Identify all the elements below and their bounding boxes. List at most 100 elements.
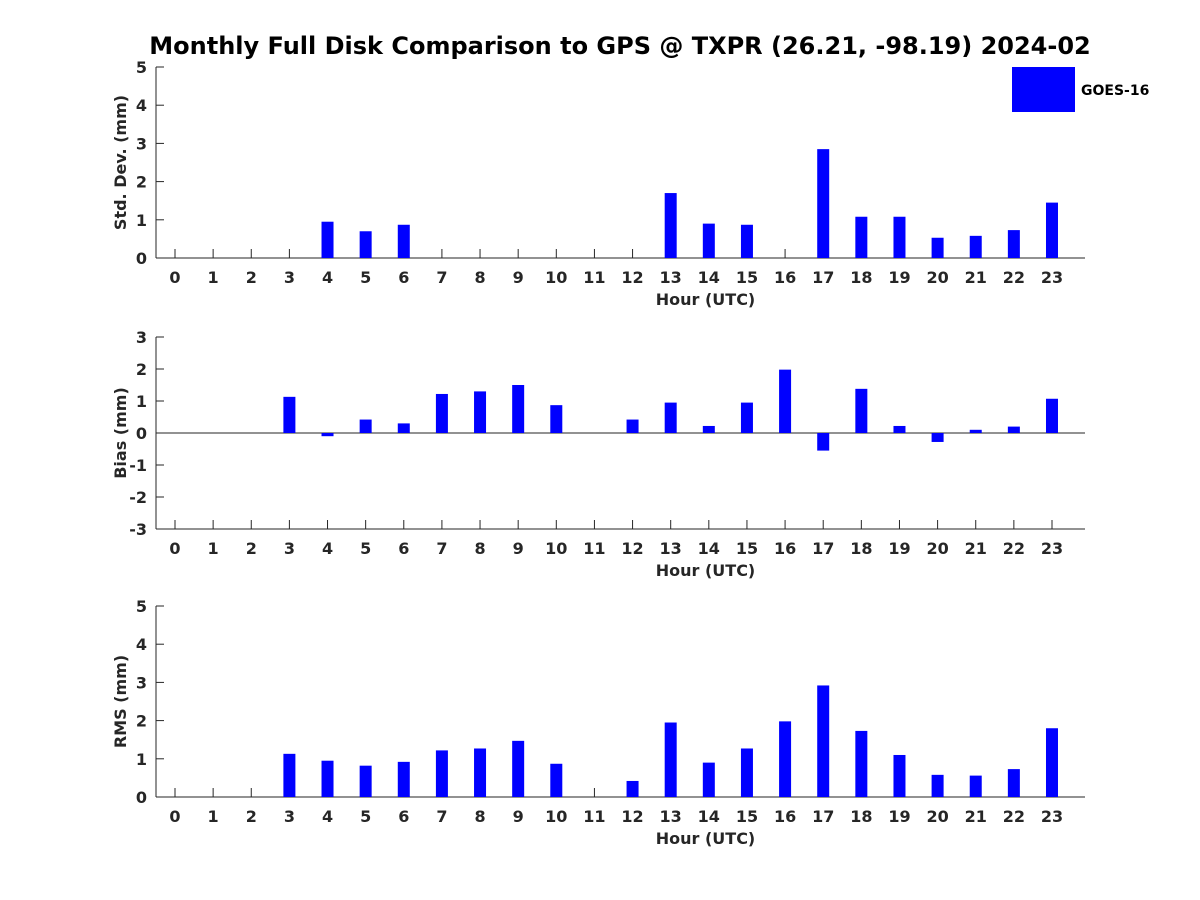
y-tick-label: 0 — [136, 249, 147, 268]
y-tick-label: -2 — [129, 488, 147, 507]
bar — [321, 760, 334, 797]
bar — [969, 235, 982, 258]
bar — [664, 402, 677, 433]
legend-swatch — [1012, 67, 1075, 112]
x-tick-label: 22 — [1003, 807, 1025, 826]
x-tick-label: 6 — [398, 807, 409, 826]
x-tick-label: 8 — [474, 539, 485, 558]
y-tick-label: 0 — [136, 788, 147, 807]
x-tick-label: 10 — [545, 807, 567, 826]
x-tick-label: 5 — [360, 539, 371, 558]
bar — [740, 748, 753, 797]
x-tick-label: 16 — [774, 268, 796, 287]
x-tick-label: 21 — [965, 268, 987, 287]
bar — [321, 221, 334, 258]
y-axis-label: Std. Dev. (mm) — [111, 95, 130, 230]
bar — [855, 730, 868, 797]
bar — [893, 216, 906, 258]
bar — [855, 388, 868, 433]
bar — [1007, 769, 1020, 797]
bar — [740, 224, 753, 258]
x-tick-label: 0 — [169, 539, 180, 558]
x-tick-label: 1 — [208, 807, 219, 826]
y-tick-label: 2 — [136, 173, 147, 192]
x-tick-label: 20 — [926, 539, 948, 558]
bar — [1007, 426, 1020, 433]
x-tick-label: 3 — [284, 539, 295, 558]
x-tick-label: 5 — [360, 268, 371, 287]
bar — [550, 763, 563, 797]
y-tick-label: 3 — [136, 134, 147, 153]
bar — [435, 393, 448, 433]
x-tick-label: 8 — [474, 268, 485, 287]
y-tick-label: 1 — [136, 211, 147, 230]
bar — [664, 722, 677, 797]
bar — [817, 433, 830, 451]
y-tick-label: 5 — [136, 597, 147, 616]
x-tick-label: 13 — [660, 268, 682, 287]
x-tick-label: 18 — [850, 539, 872, 558]
y-tick-label: -1 — [129, 456, 147, 475]
bar — [702, 425, 715, 433]
x-tick-label: 14 — [698, 539, 720, 558]
x-tick-label: 19 — [888, 268, 910, 287]
bar — [359, 765, 372, 797]
bar — [702, 762, 715, 797]
bar — [397, 761, 410, 797]
x-tick-label: 11 — [583, 539, 605, 558]
legend: GOES-16 — [1012, 67, 1149, 112]
bar — [855, 216, 868, 258]
x-tick-label: 13 — [660, 807, 682, 826]
y-tick-label: 1 — [136, 750, 147, 769]
x-tick-label: 11 — [583, 268, 605, 287]
x-tick-label: 7 — [436, 807, 447, 826]
x-tick-label: 2 — [246, 807, 257, 826]
x-tick-label: 14 — [698, 807, 720, 826]
bar — [474, 748, 487, 797]
x-tick-label: 12 — [621, 268, 643, 287]
x-tick-label: 15 — [736, 807, 758, 826]
bar — [893, 754, 906, 797]
x-tick-label: 20 — [926, 807, 948, 826]
x-tick-label: 4 — [322, 539, 333, 558]
bar — [893, 425, 906, 433]
y-tick-label: 2 — [136, 712, 147, 731]
y-tick-label: 4 — [136, 96, 147, 115]
x-tick-label: 3 — [284, 807, 295, 826]
y-tick-label: 3 — [136, 673, 147, 692]
x-tick-label: 22 — [1003, 268, 1025, 287]
x-tick-label: 21 — [965, 539, 987, 558]
x-tick-label: 17 — [812, 807, 834, 826]
x-tick-label: 17 — [812, 268, 834, 287]
bar — [474, 391, 487, 433]
y-tick-label: 3 — [136, 328, 147, 347]
x-tick-label: 19 — [888, 539, 910, 558]
bar — [512, 385, 525, 433]
x-tick-label: 8 — [474, 807, 485, 826]
x-tick-label: 7 — [436, 268, 447, 287]
x-tick-label: 14 — [698, 268, 720, 287]
bar — [1045, 728, 1058, 797]
y-axis-label: RMS (mm) — [111, 655, 130, 748]
x-tick-label: 2 — [246, 539, 257, 558]
bar — [817, 685, 830, 797]
bar — [702, 223, 715, 258]
y-tick-label: 2 — [136, 360, 147, 379]
x-axis-label: Hour (UTC) — [656, 829, 756, 848]
x-tick-label: 9 — [513, 539, 524, 558]
bar — [779, 369, 792, 433]
bar — [283, 396, 296, 433]
x-axis-label: Hour (UTC) — [656, 290, 756, 309]
y-tick-label: 4 — [136, 635, 147, 654]
x-tick-label: 15 — [736, 268, 758, 287]
bar — [931, 433, 944, 442]
x-tick-label: 11 — [583, 807, 605, 826]
x-tick-label: 12 — [621, 539, 643, 558]
bar — [817, 149, 830, 258]
x-tick-label: 4 — [322, 807, 333, 826]
x-tick-label: 23 — [1041, 539, 1063, 558]
x-tick-label: 13 — [660, 539, 682, 558]
x-tick-label: 18 — [850, 268, 872, 287]
x-tick-label: 22 — [1003, 539, 1025, 558]
